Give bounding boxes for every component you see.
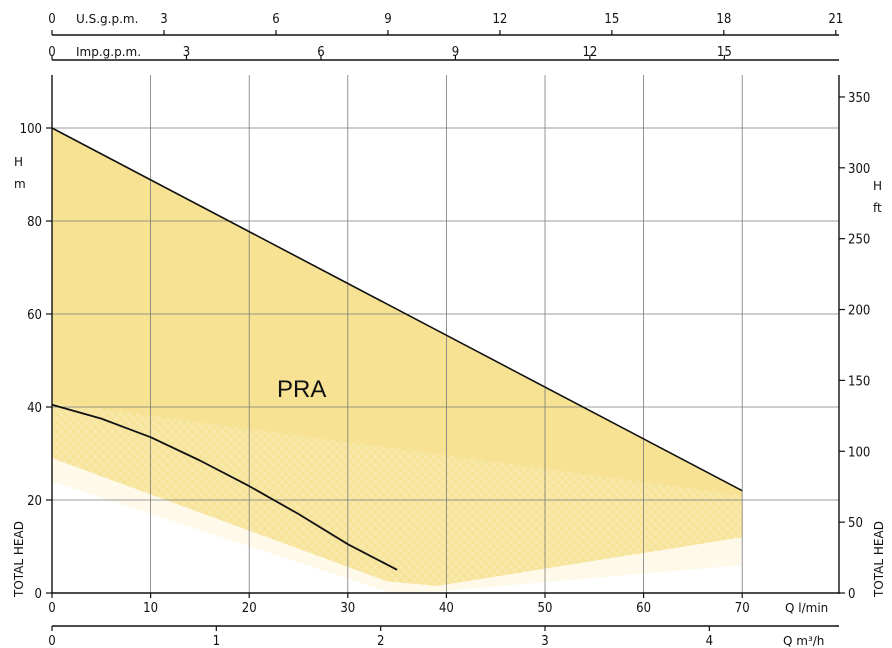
- m3h-tick-label-1: 1: [213, 634, 220, 648]
- pump-curve-line: [51, 403, 398, 571]
- m3h-tick-label-2: 2: [377, 634, 384, 648]
- y-right-tick-label-0: 0: [848, 587, 855, 602]
- m3h-tick-label-4: 4: [706, 634, 713, 648]
- x-tick-label-40: 40: [439, 601, 454, 616]
- fade-band: [52, 402, 743, 587]
- y-left-tick-label-80: 80: [27, 215, 42, 230]
- impgpm-tick-label-15: 15: [717, 45, 732, 60]
- impgpm-tick-label-9: 9: [452, 45, 459, 60]
- usgpm-tick-label-9: 9: [384, 12, 391, 27]
- y-left-tick-label-40: 40: [27, 401, 42, 416]
- y-right-label-unit: ft: [873, 201, 882, 215]
- y-right-tick-label-50: 50: [848, 516, 863, 531]
- x-axis-label-m3h: Q m³/h: [783, 634, 824, 648]
- y-left-label-unit: m: [14, 177, 26, 191]
- x-axis-label-lmin: Q l/min: [785, 601, 828, 615]
- usgpm-tick-label-12: 12: [492, 12, 507, 27]
- usgpm-tick-label-3: 3: [160, 12, 167, 27]
- y-right-tick-label-200: 200: [848, 304, 870, 319]
- usgpm-tick-label-6: 6: [272, 12, 279, 27]
- usgpm-tick-label-15: 15: [604, 12, 619, 27]
- y-right-tick-label-300: 300: [848, 162, 870, 177]
- y-left-tick-label-100: 100: [20, 122, 42, 137]
- m3h-tick-label-3: 3: [541, 634, 548, 648]
- impgpm-tick-label-12: 12: [582, 45, 597, 60]
- usgpm-tick-label-18: 18: [716, 12, 731, 27]
- usgpm-tick-label-21: 21: [828, 12, 843, 27]
- y-left-tick-label-60: 60: [27, 308, 42, 323]
- y-right-tick-label-250: 250: [848, 233, 870, 248]
- x-tick-label-50: 50: [538, 601, 553, 616]
- x-tick-label-20: 20: [242, 601, 257, 616]
- y-right-tick-label-350: 350: [848, 91, 870, 106]
- y-left-tick-label-0: 0: [35, 587, 42, 602]
- y-right-tick-label-150: 150: [848, 374, 870, 389]
- x-tick-label-0: 0: [48, 601, 55, 616]
- impgpm-tick-label-0: 0: [48, 45, 55, 60]
- x-tick-label-60: 60: [636, 601, 651, 616]
- y-right-label-h: H: [873, 179, 882, 193]
- x-tick-label-30: 30: [340, 601, 355, 616]
- x-tick-label-10: 10: [143, 601, 158, 616]
- impgpm-tick-label-3: 3: [183, 45, 190, 60]
- x-tick-label-70: 70: [735, 601, 750, 616]
- m3h-tick-label-0: 0: [48, 634, 55, 648]
- grid-layer: [52, 75, 839, 593]
- fade-tail: [52, 458, 743, 592]
- y-right-tick-label-100: 100: [848, 445, 870, 460]
- impgpm-tick-label-6: 6: [317, 45, 324, 60]
- x-axis-label-usgpm: U.S.g.p.m.: [76, 12, 138, 26]
- y-left-label-h: H: [14, 155, 23, 169]
- model-label: PRA: [277, 376, 326, 403]
- line-layer: [51, 127, 743, 571]
- area-layer: [52, 128, 743, 592]
- y-right-side-label: TOTAL HEAD: [872, 521, 886, 598]
- envelope-upper-line: [51, 127, 743, 492]
- y-left-tick-label-20: 20: [27, 494, 42, 509]
- y-left-side-label: TOTAL HEAD: [12, 521, 26, 598]
- usgpm-tick-label-0: 0: [48, 12, 55, 27]
- x-axis-label-impgpm: Imp.g.p.m.: [76, 45, 141, 59]
